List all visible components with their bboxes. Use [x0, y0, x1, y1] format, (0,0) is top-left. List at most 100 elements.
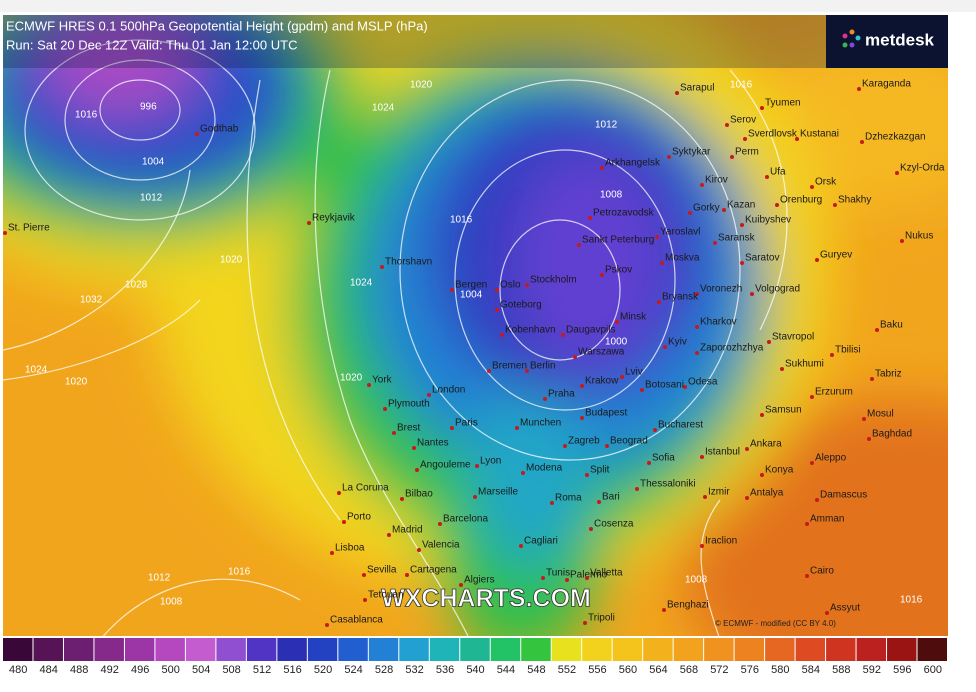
city-dot	[550, 501, 554, 505]
colorbar-swatch	[3, 638, 33, 661]
city-label: Cartagena	[410, 565, 457, 576]
credit: © ECMWF - modified (CC BY 4.0)	[715, 619, 836, 628]
colorbar-swatch	[124, 638, 155, 661]
colorbar-swatch	[155, 638, 185, 661]
city-dot	[573, 355, 577, 359]
city-dot	[342, 520, 346, 524]
city-label: Guryev	[820, 250, 852, 261]
colorbar-swatch	[185, 638, 216, 661]
isobars	[3, 39, 788, 636]
city-label: Lyon	[480, 456, 501, 467]
colorbar-tick-label: 564	[649, 664, 667, 676]
city-dot	[588, 216, 592, 220]
city-label: Kharkov	[700, 317, 737, 328]
city-dot	[400, 497, 404, 501]
isobar-label: 1012	[595, 120, 618, 131]
isobar-label: 1016	[450, 215, 473, 226]
city-label: Beograd	[610, 436, 648, 447]
city-dot	[767, 340, 771, 344]
colorbar-tick-label: 508	[222, 664, 240, 676]
city-dot	[412, 446, 416, 450]
city-dot	[363, 598, 367, 602]
city-dot	[367, 383, 371, 387]
colorbar-swatch	[490, 638, 521, 661]
city-label: Cagliari	[524, 536, 558, 547]
city-label: Voronezh	[700, 284, 742, 295]
city-label: St. Pierre	[8, 223, 50, 234]
colorbar-tick-label: 536	[436, 664, 454, 676]
city-label: Assyut	[830, 603, 860, 614]
city-label: Cairo	[810, 566, 834, 577]
city-dot	[743, 137, 747, 141]
city-dot	[695, 325, 699, 329]
city-dot	[450, 288, 454, 292]
city-label: Kazan	[727, 200, 755, 211]
city-label: Shakhy	[838, 195, 871, 206]
colorbar-tick-label: 592	[863, 664, 881, 676]
city-dot	[565, 578, 569, 582]
city-dot	[635, 487, 639, 491]
city-label: Dzhezkazgan	[865, 132, 926, 143]
isobar-label: 1008	[685, 575, 708, 586]
colorbar-tick-label: 480	[9, 664, 27, 676]
logo-text: metdesk	[865, 30, 935, 49]
city-dot	[647, 461, 651, 465]
isobar-label: 1004	[460, 290, 483, 301]
city-dot	[760, 106, 764, 110]
city-label: Budapest	[585, 408, 627, 419]
header-run: Run: Sat 20 Dec 12Z Valid: Thu 01 Jan 12…	[6, 37, 297, 52]
colorbar-swatch	[612, 638, 643, 661]
city-dot	[663, 345, 667, 349]
city-dot	[475, 464, 479, 468]
city-dot	[730, 155, 734, 159]
city-dot	[415, 468, 419, 472]
colorbar-tick-label: 580	[771, 664, 789, 676]
colorbar-tick-label: 488	[70, 664, 88, 676]
city-label: Baku	[880, 320, 903, 331]
city-dot	[495, 288, 499, 292]
city-dot	[895, 171, 899, 175]
isobar-label: 1020	[410, 80, 433, 91]
city-label: Bergen	[455, 280, 487, 291]
city-dot	[722, 208, 726, 212]
city-label: Orsk	[815, 177, 837, 188]
city-label: Sverdlovsk	[748, 129, 798, 140]
city-dot	[487, 369, 491, 373]
city-label: Thorshavn	[385, 257, 432, 268]
city-dot	[307, 221, 311, 225]
city-label: Zagreb	[568, 436, 600, 447]
city-dot	[688, 211, 692, 215]
city-label: Gorky	[693, 203, 720, 214]
city-dot	[860, 140, 864, 144]
city-dot	[495, 308, 499, 312]
city-dot	[740, 261, 744, 265]
colorbar-swatch	[673, 638, 704, 661]
colorbar-tick-label: 500	[161, 664, 179, 676]
city-label: Istanbul	[705, 447, 740, 458]
city-label: Daugavpils	[566, 325, 615, 336]
city-label: Syktykar	[672, 147, 711, 158]
city-label: Madrid	[392, 525, 423, 536]
city-dot	[640, 388, 644, 392]
city-dot	[427, 393, 431, 397]
city-label: Kirov	[705, 175, 728, 186]
city-label: Barcelona	[443, 514, 488, 525]
colorbar-swatch	[33, 638, 63, 661]
colorbar-tick-label: 560	[619, 664, 637, 676]
colorbar-tick-label: 496	[131, 664, 149, 676]
city-label: Petrozavodsk	[593, 208, 655, 219]
city-dot	[810, 185, 814, 189]
city-label: Tetouan	[368, 590, 404, 601]
city-label: Kyiv	[668, 337, 687, 348]
colorbar-swatch	[399, 638, 429, 661]
colorbar: 480 484 488 492 496 500 504 508 512 516 520 524 528 5…	[3, 637, 948, 676]
city-dot	[830, 353, 834, 357]
city-label: Orenburg	[780, 195, 822, 206]
city-label: Sevilla	[367, 565, 397, 576]
city-label: Valencia	[422, 540, 460, 551]
city-label: Angouleme	[420, 460, 471, 471]
colorbar-swatch	[856, 638, 887, 661]
city-dot	[585, 576, 589, 580]
city-label: Godthab	[200, 124, 239, 135]
city-label: Sankt Peterburg	[582, 235, 654, 246]
